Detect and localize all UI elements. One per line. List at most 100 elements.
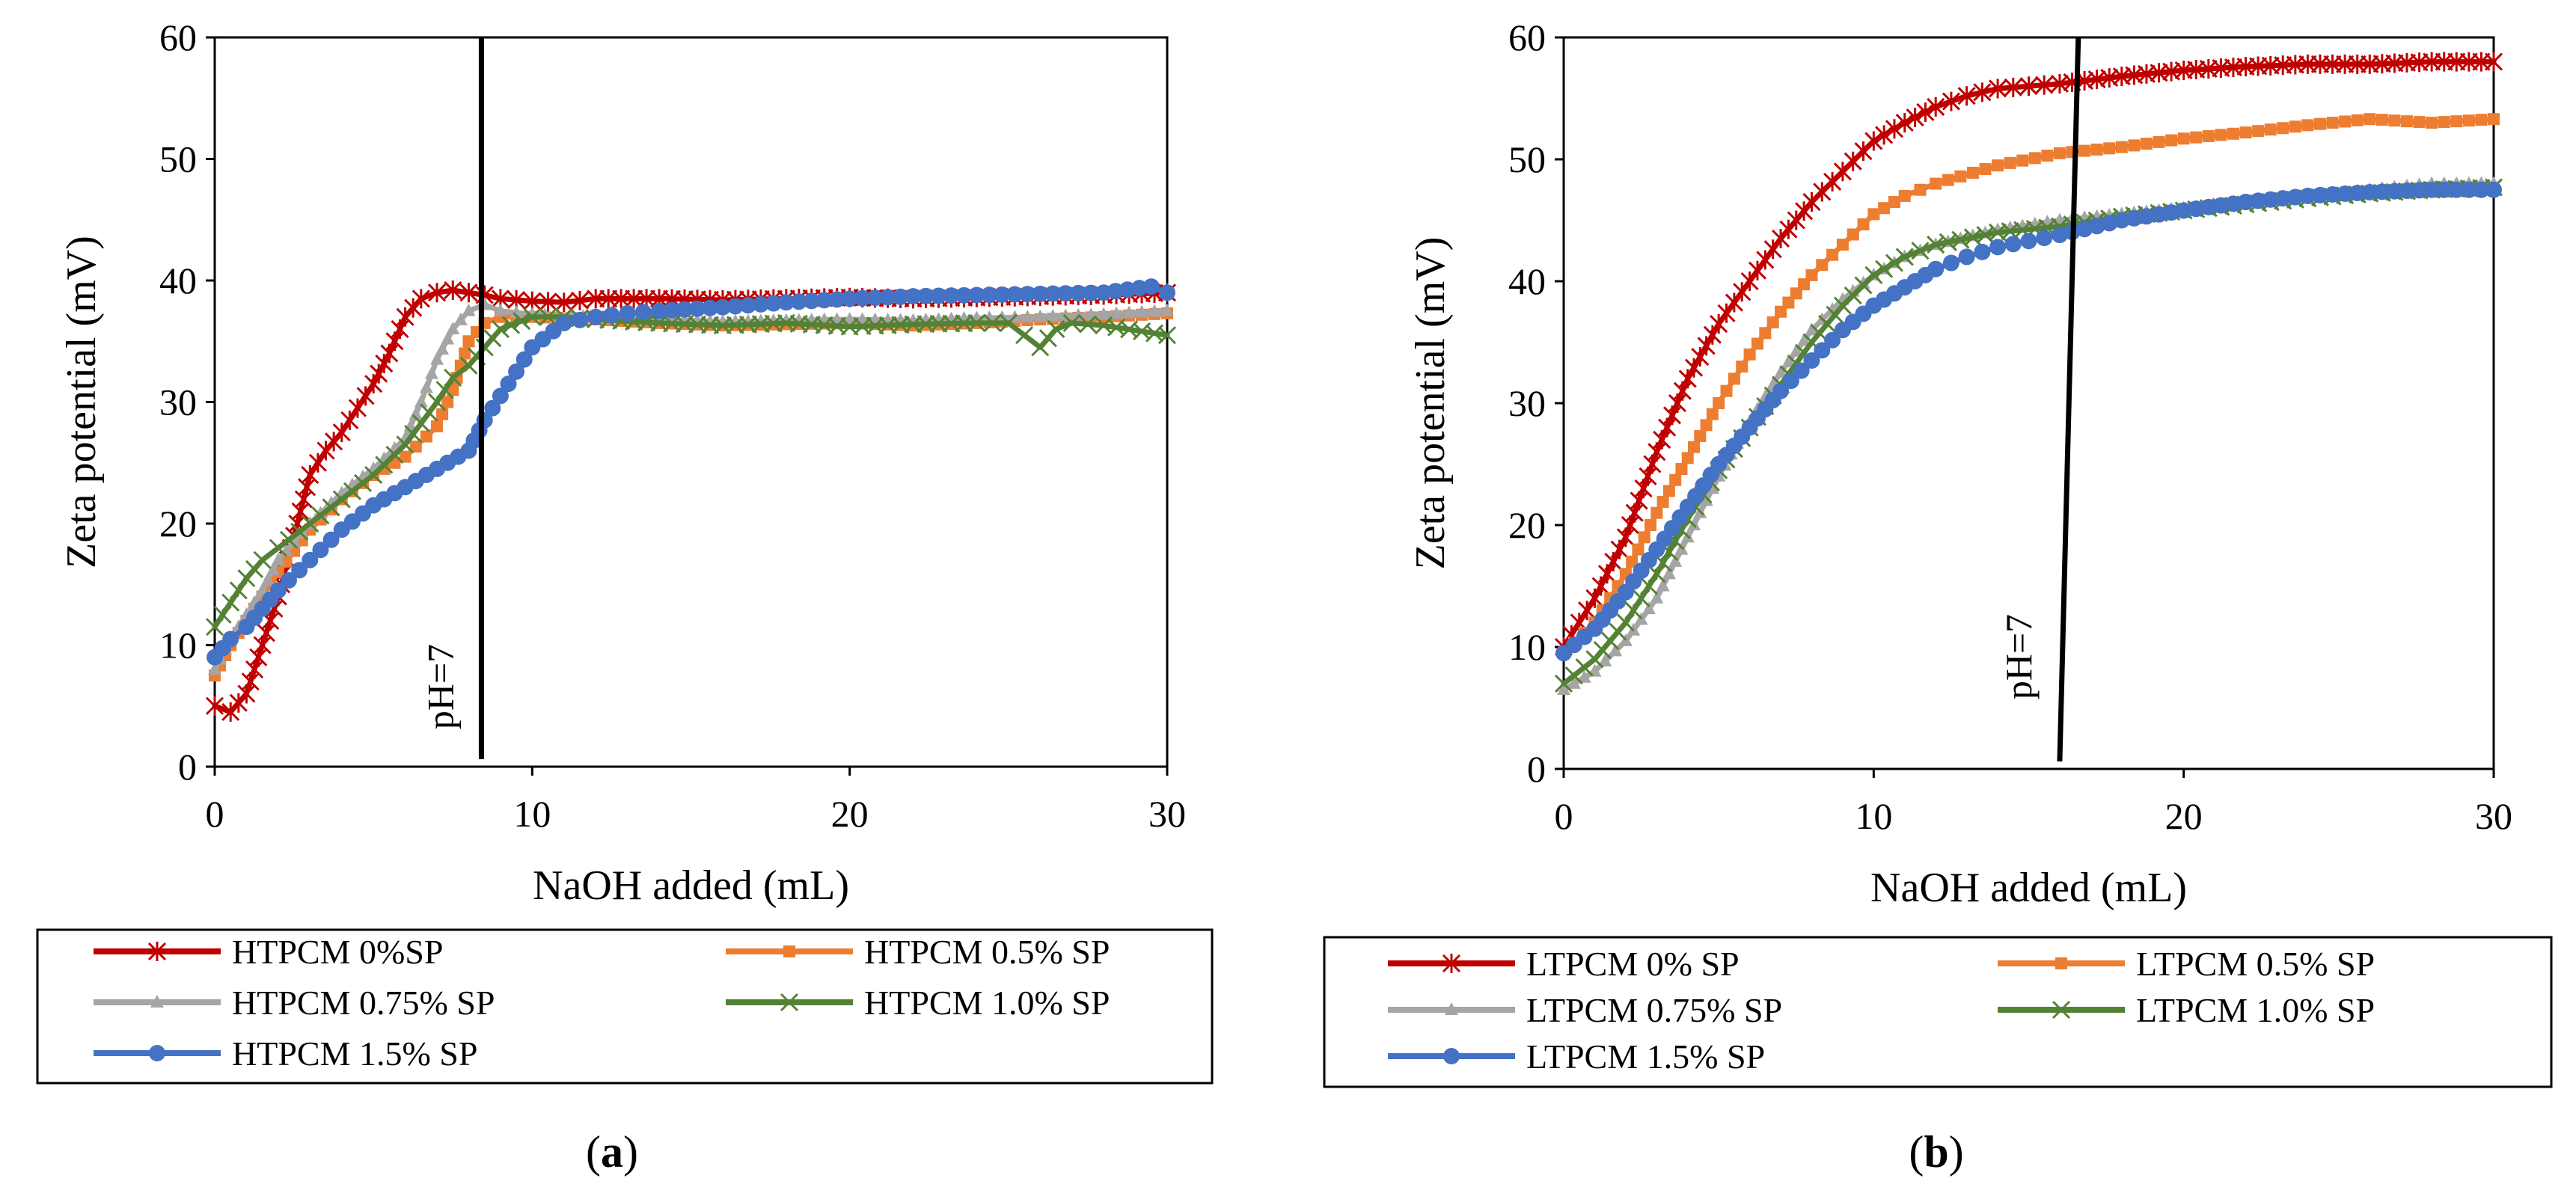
data-point (484, 399, 501, 417)
data-point (237, 684, 256, 704)
data-point (2224, 195, 2242, 212)
x-tick-label: 0 (206, 793, 224, 835)
data-point (301, 514, 319, 533)
data-point (2188, 200, 2205, 218)
data-point (1781, 354, 1796, 367)
legend-swatch-marker (150, 995, 164, 1008)
data-point (356, 386, 375, 406)
data-point (1927, 96, 1945, 117)
panel-label-open: ( (586, 1127, 601, 1177)
data-point (2004, 236, 2022, 253)
data-point (208, 662, 221, 675)
data-point (1756, 250, 1775, 270)
data-point (241, 672, 260, 692)
data-point (688, 300, 706, 317)
legend-item: HTPCM 1.5% SP (94, 1034, 477, 1073)
series-line (212, 283, 1170, 660)
data-point (332, 423, 351, 443)
data-point (222, 631, 239, 648)
x-tick-label: 20 (831, 793, 869, 835)
data-point (1578, 601, 1597, 621)
x-tick-label: 30 (1148, 793, 1186, 835)
ph7-line (2057, 37, 2081, 762)
data-point (1733, 282, 1752, 302)
data-point (1598, 654, 1612, 667)
data-point (414, 394, 428, 408)
data-point (1650, 506, 1663, 519)
data-point (570, 290, 590, 310)
data-point (2386, 183, 2403, 200)
data-point (765, 295, 782, 312)
series-htpcm-1-0-sp (205, 307, 1177, 637)
data-point (205, 618, 224, 637)
legend-label: LTPCM 0.75% SP (1526, 991, 1782, 1029)
data-point (1632, 543, 1645, 556)
data-point (1774, 365, 1788, 378)
data-point (500, 375, 517, 393)
y-tick-label: 20 (1508, 504, 1546, 546)
data-point (1790, 287, 1802, 300)
x-tick-label: 30 (2475, 795, 2512, 837)
data-point (1973, 82, 1992, 102)
data-point (1645, 519, 1657, 531)
data-point (249, 647, 268, 667)
data-point (676, 301, 694, 318)
data-point (308, 453, 327, 473)
legend-item: LTPCM 1.5% SP (1388, 1037, 1765, 1076)
data-point (1159, 284, 1175, 301)
data-point (2239, 126, 2252, 139)
data-point (1847, 228, 1859, 241)
data-point (257, 623, 276, 643)
series-line (212, 287, 1170, 715)
legend-swatch-marker (2055, 957, 2067, 969)
series-line (212, 314, 1170, 630)
data-point (587, 289, 605, 309)
legend-item: HTPCM 0.5% SP (726, 933, 1110, 971)
data-point (297, 477, 316, 497)
data-point (587, 308, 605, 325)
data-point (2277, 122, 2289, 135)
data-point (1974, 243, 1991, 260)
data-point (431, 420, 444, 432)
data-point (1083, 284, 1100, 301)
legend-item: LTPCM 0% SP (1388, 945, 1740, 983)
data-point (1927, 260, 1945, 277)
panel-label-letter: b (1924, 1127, 1948, 1177)
data-point (2423, 181, 2441, 198)
data-point (1688, 441, 1701, 453)
data-point (1638, 531, 1650, 544)
data-point (343, 482, 361, 500)
data-point (2388, 114, 2401, 127)
data-point (353, 473, 373, 492)
panel-label-close: ) (623, 1127, 638, 1177)
data-point (1047, 319, 1065, 339)
data-point (2165, 134, 2178, 147)
data-point (943, 287, 960, 304)
data-point (1648, 565, 1666, 583)
data-point (2398, 183, 2415, 200)
data-point (2128, 139, 2141, 152)
data-point (2035, 75, 2054, 95)
data-point (1914, 183, 1927, 196)
data-point (1803, 352, 1820, 369)
data-point (2450, 115, 2463, 128)
data-point (2448, 181, 2465, 198)
data-point (2400, 115, 2413, 128)
y-tick-label: 50 (159, 138, 197, 180)
ph7-annotation: pH=7 (419, 644, 461, 729)
legend-swatch-marker (1443, 1048, 1460, 1064)
data-point (430, 352, 444, 365)
data-point (1681, 452, 1694, 464)
data-point (409, 441, 422, 453)
data-point (1864, 131, 1883, 151)
data-point (266, 562, 280, 576)
data-point (1878, 202, 1891, 215)
data-point (1989, 79, 2007, 99)
data-point (491, 319, 510, 339)
data-point (501, 316, 521, 334)
data-point (752, 295, 769, 313)
data-point (2115, 141, 2128, 153)
data-point (2250, 192, 2267, 209)
data-point (2215, 129, 2227, 141)
legend-label: LTPCM 1.5% SP (1526, 1037, 1765, 1076)
